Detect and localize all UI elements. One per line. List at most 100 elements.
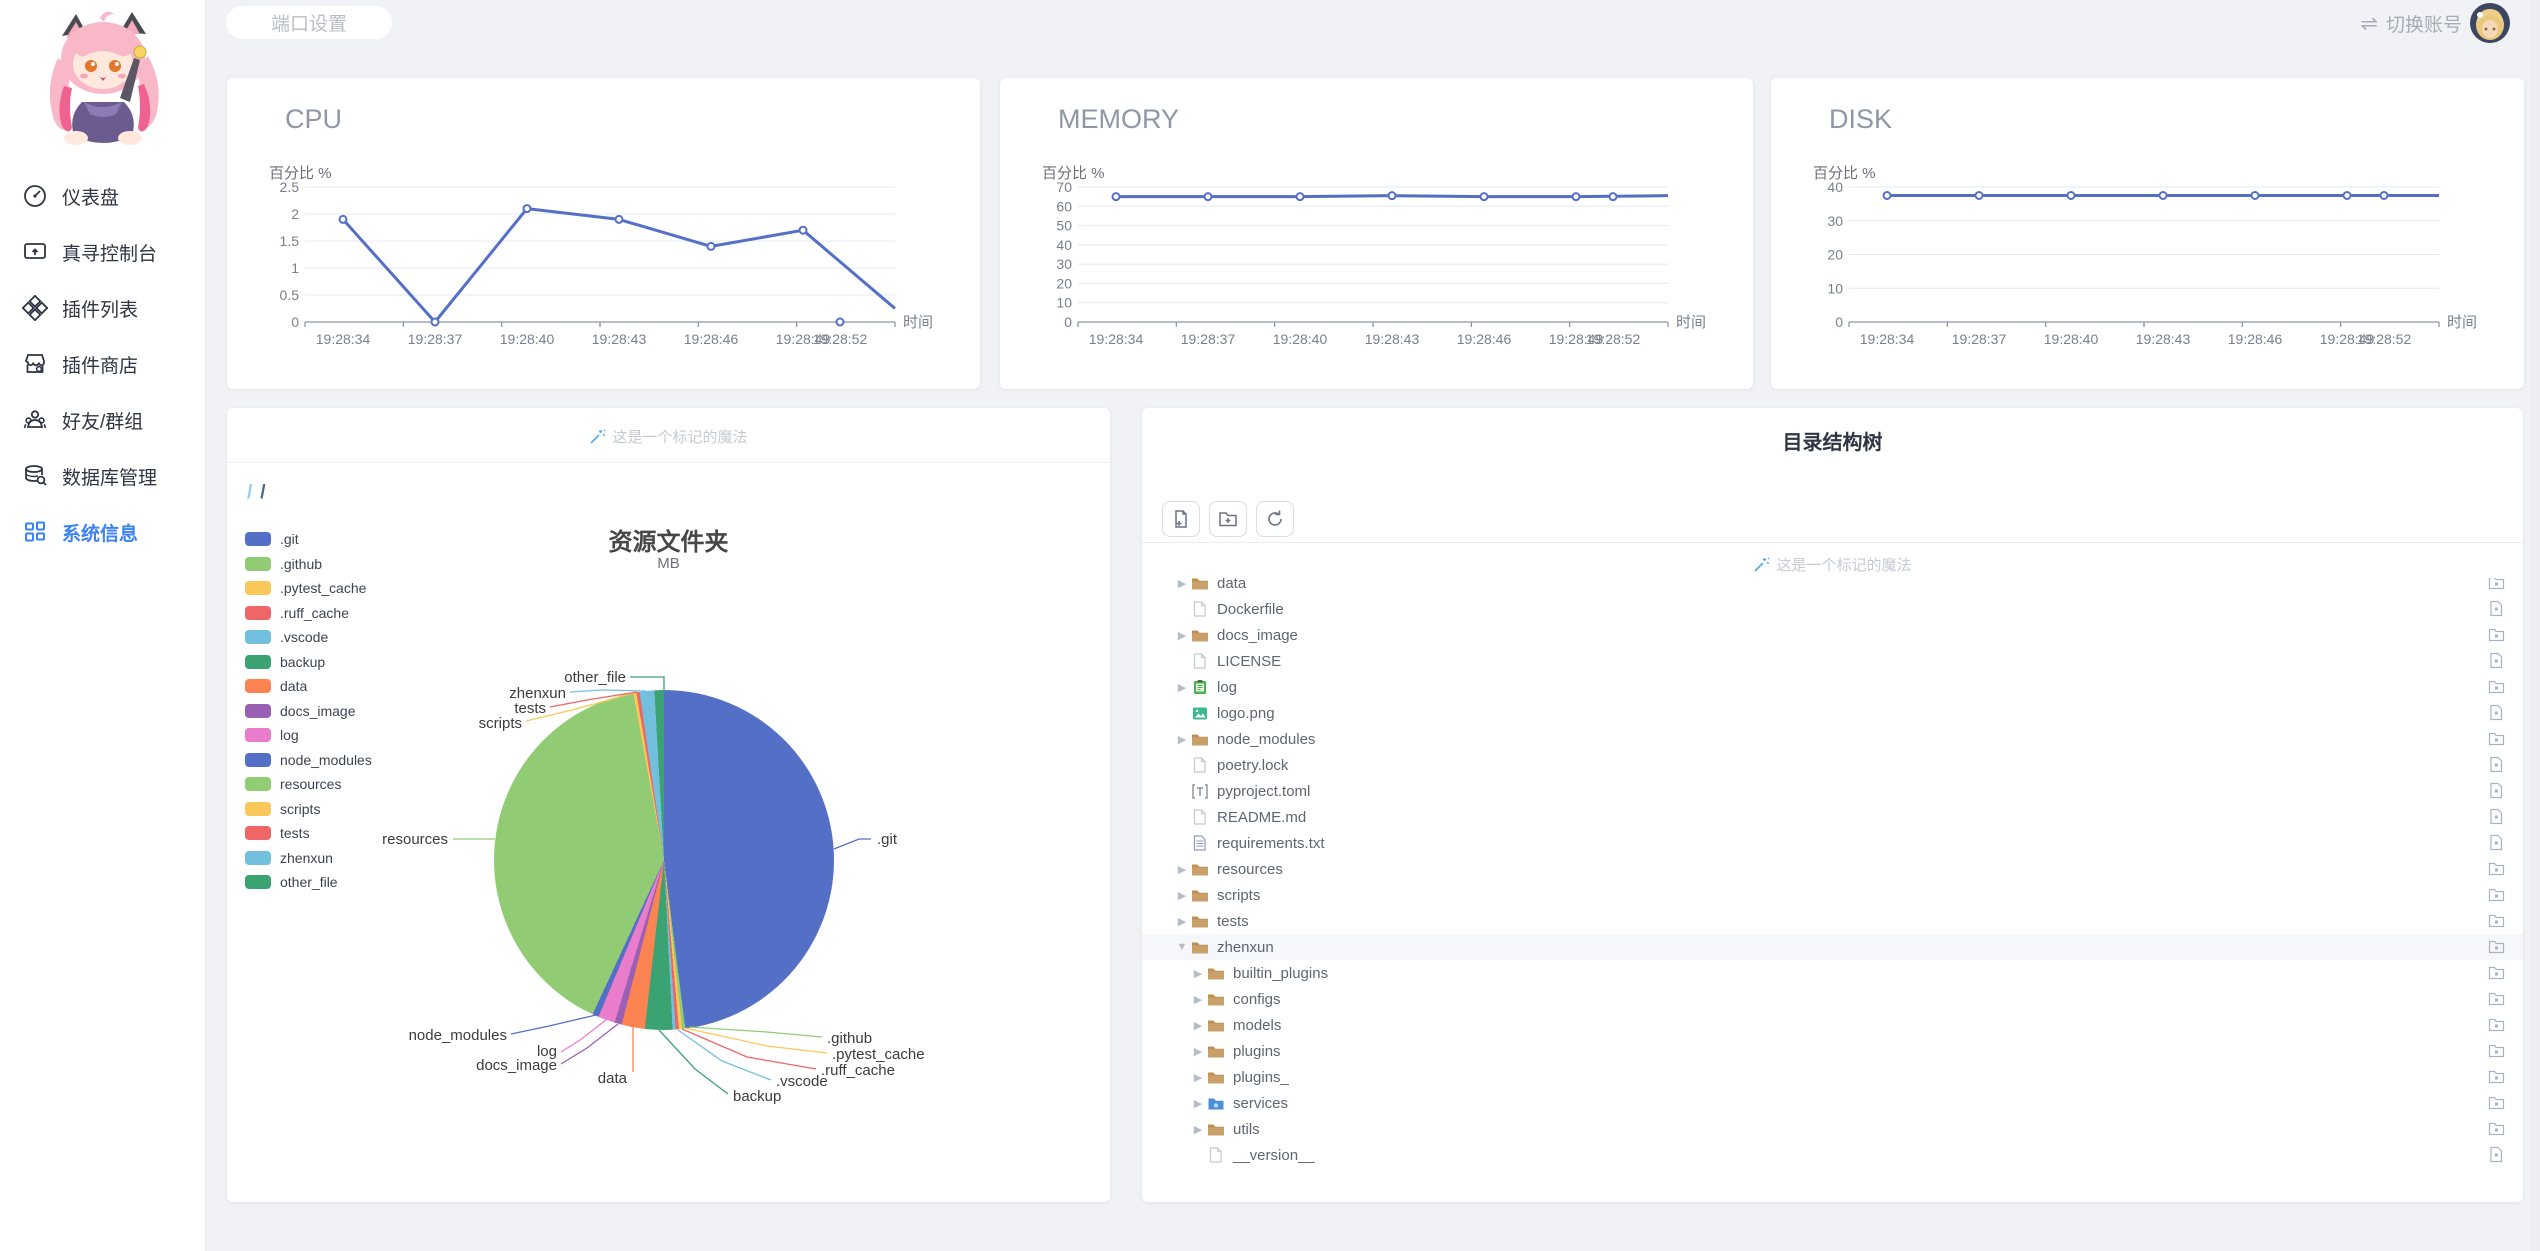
row-download-icon[interactable]	[2488, 808, 2505, 826]
legend-item-scripts[interactable]: scripts	[245, 797, 372, 822]
memory-card: MEMORY 百分比 % 0 10 20 30 40 50 60 70 19:28:34 19:28…	[1000, 78, 1753, 389]
tree-row-node_modules[interactable]: ▶ node_modules	[1142, 726, 2523, 752]
caret-right-icon[interactable]: ▶	[1193, 967, 1203, 980]
legend-item-.ruff_cache[interactable]: .ruff_cache	[245, 601, 372, 626]
legend-item-data[interactable]: data	[245, 674, 372, 699]
caret-right-icon[interactable]: ▶	[1193, 993, 1203, 1006]
legend-item-.github[interactable]: .github	[245, 552, 372, 577]
legend-item-zhenxun[interactable]: zhenxun	[245, 846, 372, 871]
new-folder-button[interactable]	[1209, 501, 1247, 537]
sidebar-item-friends-groups[interactable]: 好友/群组	[0, 392, 205, 448]
tree-row-tests[interactable]: ▶ tests	[1142, 908, 2523, 934]
svg-text:60: 60	[1056, 198, 1072, 214]
tree-row-models[interactable]: ▶ models	[1142, 1012, 2523, 1038]
sidebar-item-system-info[interactable]: 系统信息	[0, 504, 205, 560]
legend-item-tests[interactable]: tests	[245, 821, 372, 846]
tree-row-services[interactable]: ▶ services	[1142, 1090, 2523, 1116]
page-scrollbar[interactable]	[2530, 0, 2540, 1251]
legend-swatch	[245, 728, 271, 743]
caret-right-icon[interactable]: ▶	[1177, 681, 1187, 694]
sidebar-item-plugin-list[interactable]: 插件列表	[0, 280, 205, 336]
row-download-icon[interactable]	[2488, 704, 2505, 722]
svg-text:19:28:49: 19:28:49	[1549, 331, 1604, 347]
legend-item-resources[interactable]: resources	[245, 772, 372, 797]
row-download-icon[interactable]	[2488, 756, 2505, 774]
legend-item-.vscode[interactable]: .vscode	[245, 625, 372, 650]
caret-right-icon[interactable]: ▶	[1177, 629, 1187, 642]
row-download-icon[interactable]	[2488, 886, 2505, 904]
sidebar-item-dashboard[interactable]: 仪表盘	[0, 168, 205, 224]
row-download-icon[interactable]	[2488, 1146, 2505, 1164]
legend-item-log[interactable]: log	[245, 723, 372, 748]
row-download-icon[interactable]	[2488, 782, 2505, 800]
caret-right-icon[interactable]: ▶	[1193, 1019, 1203, 1032]
legend-item-.pytest_cache[interactable]: .pytest_cache	[245, 576, 372, 601]
caret-right-icon[interactable]: ▶	[1193, 1097, 1203, 1110]
resource-folder-card: 这是一个标记的魔法 / / 资源文件夹 MB .git .github .pytest…	[227, 408, 1110, 1202]
row-download-icon[interactable]	[2488, 626, 2505, 644]
user-avatar[interactable]	[2470, 3, 2510, 43]
caret-right-icon[interactable]: ▶	[1177, 863, 1187, 876]
row-download-icon[interactable]	[2488, 964, 2505, 982]
tree-row-docs_image[interactable]: ▶ docs_image	[1142, 622, 2523, 648]
tree-row-zhenxun[interactable]: ▼ zhenxun	[1142, 934, 2523, 960]
row-download-icon[interactable]	[2488, 860, 2505, 878]
caret-right-icon[interactable]: ▶	[1177, 578, 1187, 590]
tree-row-utils[interactable]: ▶ utils	[1142, 1116, 2523, 1142]
row-download-icon[interactable]	[2488, 834, 2505, 852]
caret-right-icon[interactable]: ▶	[1177, 733, 1187, 746]
tree-row-log[interactable]: ▶ log	[1142, 674, 2523, 700]
caret-right-icon[interactable]: ▶	[1193, 1071, 1203, 1084]
caret-right-icon[interactable]: ▶	[1193, 1123, 1203, 1136]
row-download-icon[interactable]	[2488, 912, 2505, 930]
refresh-button[interactable]	[1256, 501, 1294, 537]
caret-right-icon[interactable]: ▶	[1193, 1045, 1203, 1058]
row-download-icon[interactable]	[2488, 1068, 2505, 1086]
caret-right-icon[interactable]: ▶	[1177, 915, 1187, 928]
row-download-icon[interactable]	[2488, 678, 2505, 696]
row-download-icon[interactable]	[2488, 600, 2505, 618]
legend-item-node_modules[interactable]: node_modules	[245, 748, 372, 773]
sidebar-item-console[interactable]: 真寻控制台	[0, 224, 205, 280]
row-download-icon[interactable]	[2488, 990, 2505, 1008]
legend-item-other_file[interactable]: other_file	[245, 870, 372, 895]
legend-item-docs_image[interactable]: docs_image	[245, 699, 372, 724]
tree-row-configs[interactable]: ▶ configs	[1142, 986, 2523, 1012]
tree-row-data[interactable]: ▶ data	[1142, 578, 2523, 596]
caret-down-icon[interactable]: ▼	[1176, 941, 1188, 953]
tree-row-Dockerfile[interactable]: Dockerfile	[1142, 596, 2523, 622]
tree-row-logo.png[interactable]: logo.png	[1142, 700, 2523, 726]
row-download-icon[interactable]	[2488, 938, 2505, 956]
tree-row-__version__[interactable]: __version__	[1142, 1142, 2523, 1168]
row-download-icon[interactable]	[2488, 1016, 2505, 1034]
pie-label-node_modules: node_modules	[409, 1027, 507, 1044]
svg-text:百分比 %: 百分比 %	[1813, 165, 1876, 182]
row-download-icon[interactable]	[2488, 730, 2505, 748]
port-settings-button[interactable]: 端口设置	[226, 6, 392, 39]
tree-row-poetry.lock[interactable]: poetry.lock	[1142, 752, 2523, 778]
row-download-icon[interactable]	[2488, 652, 2505, 670]
row-download-icon[interactable]	[2488, 1120, 2505, 1138]
tree-row-plugins_[interactable]: ▶ plugins_	[1142, 1064, 2523, 1090]
pie-chart[interactable]	[494, 690, 834, 1030]
tree-row-resources[interactable]: ▶ resources	[1142, 856, 2523, 882]
legend-item-.git[interactable]: .git	[245, 527, 372, 552]
tree-row-scripts[interactable]: ▶ scripts	[1142, 882, 2523, 908]
tree-row-plugins[interactable]: ▶ plugins	[1142, 1038, 2523, 1064]
caret-right-icon[interactable]: ▶	[1177, 889, 1187, 902]
legend-item-backup[interactable]: backup	[245, 650, 372, 675]
tree-row-requirements.txt[interactable]: requirements.txt	[1142, 830, 2523, 856]
breadcrumb[interactable]: / /	[247, 482, 266, 504]
new-file-button[interactable]	[1162, 501, 1200, 537]
tree-row-LICENSE[interactable]: LICENSE	[1142, 648, 2523, 674]
tree-row-pyproject.toml[interactable]: pyproject.toml	[1142, 778, 2523, 804]
tree-row-README.md[interactable]: README.md	[1142, 804, 2523, 830]
sidebar-item-plugin-store[interactable]: 插件商店	[0, 336, 205, 392]
sidebar-item-database[interactable]: 数据库管理	[0, 448, 205, 504]
row-download-icon[interactable]	[2488, 578, 2505, 592]
tree-row-builtin_plugins[interactable]: ▶ builtin_plugins	[1142, 960, 2523, 986]
row-download-icon[interactable]	[2488, 1094, 2505, 1112]
switch-account-button[interactable]: ⇌ 切换账号	[2360, 0, 2462, 46]
row-download-icon[interactable]	[2488, 1042, 2505, 1060]
breadcrumb-root[interactable]: /	[247, 482, 253, 503]
